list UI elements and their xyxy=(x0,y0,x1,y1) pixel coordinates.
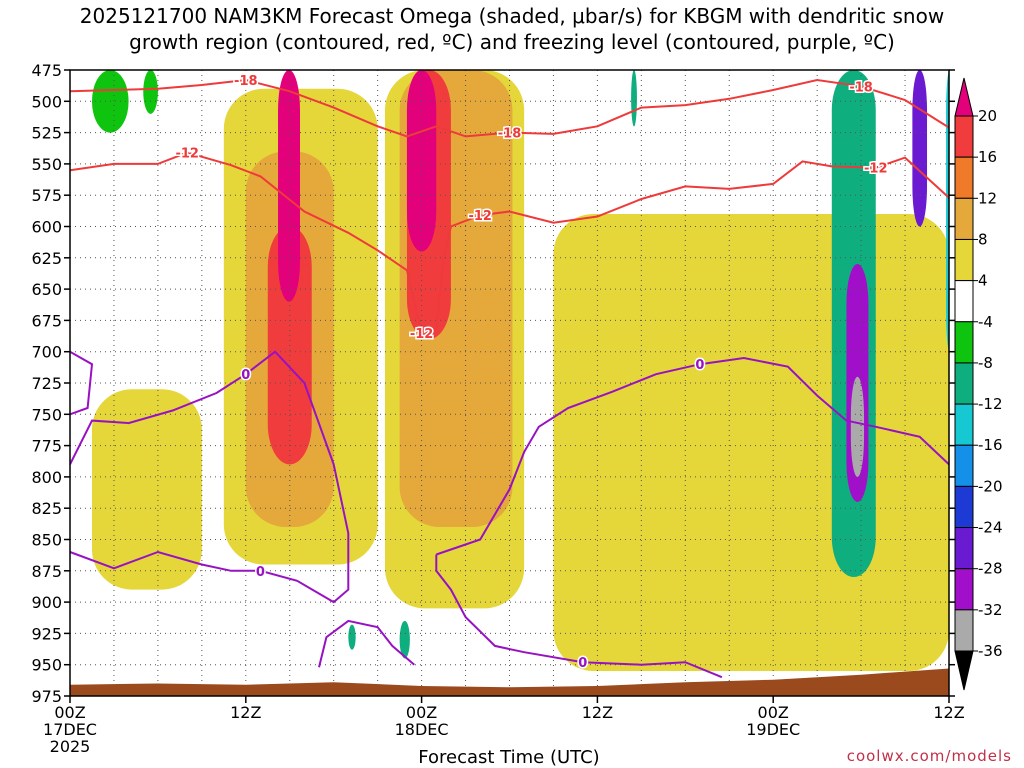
credit-text: coolwx.com/models xyxy=(847,747,1012,765)
colorbar-label-10: -24 xyxy=(978,519,1003,537)
y-tick-label-16: 875 xyxy=(31,562,62,581)
x-tick-label-5-0: 12Z xyxy=(933,703,964,722)
y-tick-label-0: 475 xyxy=(31,61,62,80)
omega-region-0 xyxy=(91,389,202,590)
x-tick-label-0-1: 17DEC xyxy=(43,720,97,739)
x-tick-label-2-0: 00Z xyxy=(406,703,437,722)
x-tick-label-4-1: 19DEC xyxy=(746,720,800,739)
freezing-contour-label-0-0: 0 xyxy=(241,368,250,383)
dgz-contour-label-1-3: -12 xyxy=(864,162,888,177)
y-tick-label-20: 975 xyxy=(31,687,62,706)
omega-region-12 xyxy=(143,70,158,114)
colorbar-label-6: -8 xyxy=(978,354,993,372)
freezing-contour-label-3-0: 0 xyxy=(695,358,704,373)
x-tick-label-2-1: 18DEC xyxy=(395,720,449,739)
colorbar-swatch-9 xyxy=(954,444,974,487)
colorbar-swatch-11 xyxy=(954,527,974,570)
chart-title-line1: 2025121700 NAM3KM Forecast Omega (shaded… xyxy=(79,4,945,28)
colorbar-label-7: -12 xyxy=(978,395,1003,413)
colorbar-label-3: 8 xyxy=(978,230,988,248)
colorbar-swatch-1 xyxy=(954,115,974,158)
chart-title-line2: growth region (contoured, red, ºC) and f… xyxy=(129,30,895,54)
omega-region-19 xyxy=(348,624,356,650)
omega-shading-layer xyxy=(91,70,949,671)
x-tick-label-1-0: 12Z xyxy=(230,703,261,722)
freezing-contour-0 xyxy=(70,350,350,604)
y-tick-label-8: 675 xyxy=(31,311,62,330)
dgz-contour-1 xyxy=(70,151,949,335)
freezing-contour-1 xyxy=(70,350,94,416)
y-tick-label-19: 950 xyxy=(31,656,62,675)
colorbar-swatch-2 xyxy=(954,156,974,199)
colorbar-label-2: 12 xyxy=(978,189,997,207)
colorbar-label-1: 16 xyxy=(978,148,997,166)
omega-region-9 xyxy=(553,213,949,671)
x-tick-label-4-0: 00Z xyxy=(758,703,789,722)
y-tick-label-6: 625 xyxy=(31,249,62,268)
dgz-contour-label-0-2: -18 xyxy=(849,80,873,95)
colorbar-swatch-13 xyxy=(954,609,974,652)
y-tick-label-4: 575 xyxy=(31,186,62,205)
y-tick-label-11: 750 xyxy=(31,405,62,424)
freezing-contour-4 xyxy=(435,554,723,679)
contour-layer xyxy=(70,78,949,679)
y-tick-label-2: 525 xyxy=(31,124,62,143)
x-tick-label-0-0: 00Z xyxy=(54,703,85,722)
colorbar-swatch-3 xyxy=(954,197,974,240)
colorbar-label-8: -16 xyxy=(978,436,1003,454)
colorbar-label-9: -20 xyxy=(978,477,1003,495)
y-tick-label-18: 925 xyxy=(31,624,62,643)
y-tick-label-7: 650 xyxy=(31,280,62,299)
freezing-contour-2 xyxy=(318,619,415,668)
y-tick-label-13: 800 xyxy=(31,468,62,487)
y-tick-label-1: 500 xyxy=(31,92,62,111)
colorbar-label-13: -36 xyxy=(978,642,1003,660)
terrain-layer xyxy=(70,668,949,696)
dgz-contour-label-0-0: -18 xyxy=(234,74,258,89)
colorbar-label-0: 20 xyxy=(978,107,997,125)
x-axis-title: Forecast Time (UTC) xyxy=(418,747,599,768)
dgz-contour-label-1-0: -12 xyxy=(175,147,199,162)
colorbar-swatch-4 xyxy=(954,238,974,282)
colorbar-swatch-7 xyxy=(954,362,974,405)
colorbar-label-11: -28 xyxy=(978,560,1003,578)
colorbar-swatch-8 xyxy=(954,403,974,446)
colorbar-swatch-10 xyxy=(954,485,974,529)
axes-layer: 475 500 525 550 575 600 625 650 675 700 725 750 775 8… xyxy=(31,61,964,756)
freezing-contour-3 xyxy=(435,356,949,556)
y-tick-label-12: 775 xyxy=(31,437,62,456)
freezing-contour-label-4-0: 0 xyxy=(578,656,587,671)
omega-region-4 xyxy=(278,70,301,302)
colorbar-label-12: -32 xyxy=(978,601,1003,619)
colorbar-label-4: 4 xyxy=(978,272,988,290)
omega-region-13 xyxy=(631,70,637,127)
colorbar-swatch-0 xyxy=(954,77,974,117)
y-tick-label-5: 600 xyxy=(31,218,62,237)
x-tick-label-0-2: 2025 xyxy=(50,737,91,756)
colorbar: 20 16 12 8 4 -4 -8 -12 -16 -20 -24 -28 -32 -36 xyxy=(954,77,1003,691)
dgz-contour-label-1-2: -12 xyxy=(468,209,492,224)
contour-label-layer: -18 -18 -18 -12 -12 -12 -12 0 0 0 0 xyxy=(174,73,889,673)
dgz-contour-label-1-1: -12 xyxy=(410,327,434,342)
x-tick-label-3-0: 12Z xyxy=(582,703,613,722)
colorbar-swatch-14 xyxy=(954,650,974,691)
colorbar-label-5: -4 xyxy=(978,313,993,331)
y-tick-label-9: 700 xyxy=(31,343,62,362)
omega-region-17 xyxy=(912,70,928,227)
colorbar-swatch-6 xyxy=(954,321,974,364)
omega-region-20 xyxy=(399,620,410,659)
omega-region-16 xyxy=(850,376,865,477)
colorbar-swatch-5 xyxy=(954,280,974,323)
colorbar-swatch-12 xyxy=(954,568,974,611)
y-tick-label-15: 850 xyxy=(31,531,62,550)
y-tick-label-17: 900 xyxy=(31,593,62,612)
freezing-contour-label-0-1: 0 xyxy=(256,565,265,580)
terrain-fill xyxy=(70,668,949,696)
y-tick-label-14: 825 xyxy=(31,499,62,518)
y-tick-label-10: 725 xyxy=(31,374,62,393)
y-tick-label-3: 550 xyxy=(31,155,62,174)
dgz-contour-label-0-1: -18 xyxy=(498,127,522,142)
dgz-contour-0 xyxy=(70,78,949,138)
